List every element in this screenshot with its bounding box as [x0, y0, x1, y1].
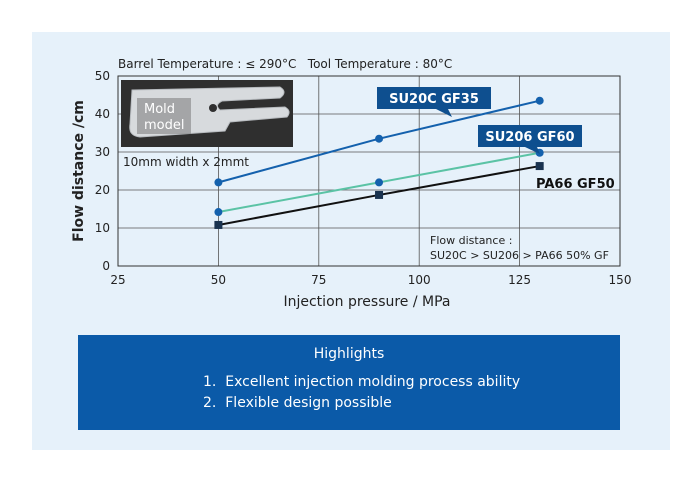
y-tick-label: 30 [95, 145, 110, 159]
x-tick-label: 75 [311, 273, 326, 287]
note-title: Flow distance : [430, 234, 512, 247]
data-point [375, 134, 384, 143]
mold-model-inset: Mold model 10mm width x 2mmt [121, 80, 293, 169]
series-label-box [377, 87, 491, 109]
data-point [214, 208, 223, 217]
x-axis-label: Injection pressure / MPa [283, 294, 450, 310]
data-point [535, 162, 544, 171]
data-point [214, 178, 223, 187]
data-point [375, 190, 384, 199]
highlight-item-1: 1. Excellent injection molding process a… [203, 374, 521, 390]
series-labels: SU20C GF35 SU206 GF60 PA66 GF50 [377, 87, 615, 192]
y-tick-label: 40 [95, 107, 110, 121]
highlights-title: Highlights [313, 346, 385, 362]
mold-gate-hole [209, 104, 217, 112]
series-label: SU206 GF60 [485, 130, 574, 145]
x-tick-label: 150 [609, 273, 632, 287]
inset-caption: 10mm width x 2mmt [123, 155, 249, 169]
series-label-pointer [436, 109, 452, 117]
tick-labels: 25 50 75 100 125 150 0 10 20 30 40 50 [95, 69, 632, 287]
x-tick-label: 50 [211, 273, 226, 287]
conditions-text: Barrel Temperature : ≤ 290°C Tool Temper… [118, 57, 452, 71]
plot-frame [117, 75, 621, 267]
mold-label-line-2: model [144, 118, 184, 133]
mold-label-line-1: Mold [144, 102, 175, 117]
data-point [214, 220, 223, 229]
y-tick-label: 0 [102, 259, 110, 273]
series-label: PA66 GF50 [536, 177, 615, 192]
y-tick-label: 50 [95, 69, 110, 83]
highlights-list: 1. Excellent injection molding process a… [203, 372, 520, 414]
data-point [535, 96, 544, 105]
mold-label-box [137, 98, 191, 134]
note-text: SU20C > SU206 > PA66 50% GF [430, 249, 609, 262]
series [214, 96, 544, 229]
highlights-box: Highlights 1. Excellent injection moldin… [78, 335, 620, 430]
y-axis-label: Flow distance /cm [71, 100, 87, 242]
series-label: SU20C GF35 [389, 92, 479, 107]
data-point [375, 178, 384, 187]
x-tick-label: 25 [110, 273, 125, 287]
x-tick-label: 125 [508, 273, 531, 287]
series-label-pointer [525, 147, 540, 154]
x-tick-label: 100 [408, 273, 431, 287]
y-tick-label: 20 [95, 183, 110, 197]
series-label-box [478, 125, 582, 147]
y-tick-label: 10 [95, 221, 110, 235]
highlight-item-2: 2. Flexible design possible [203, 395, 392, 411]
